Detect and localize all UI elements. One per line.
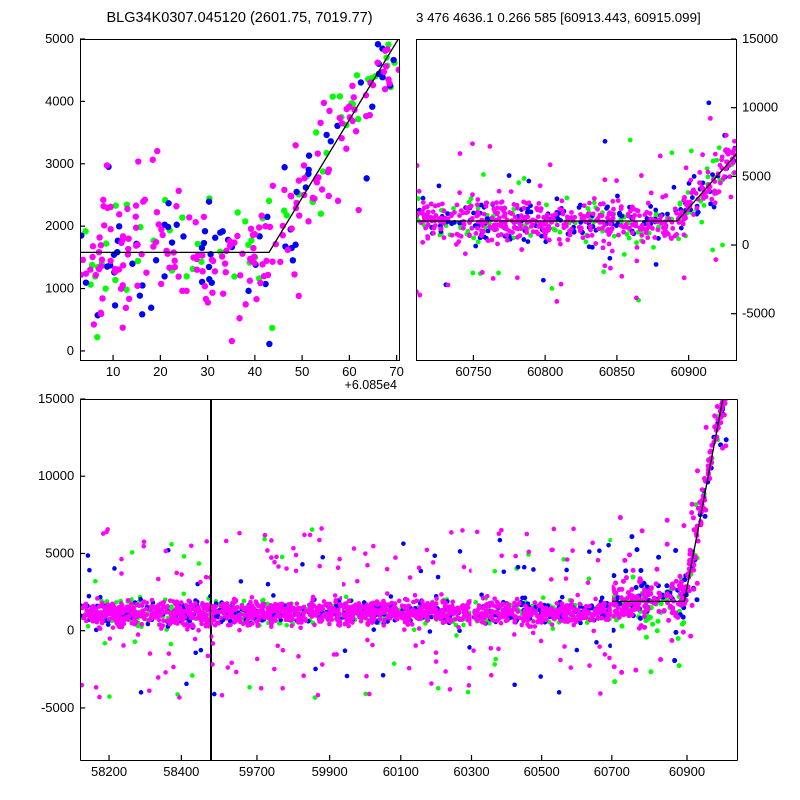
svg-text:60750: 60750 [455, 364, 491, 379]
svg-text:58400: 58400 [163, 764, 199, 779]
svg-text:60: 60 [342, 364, 356, 379]
svg-text:10000: 10000 [742, 100, 778, 115]
svg-text:5000: 5000 [742, 168, 771, 183]
svg-text:10000: 10000 [38, 468, 74, 483]
svg-text:3 476 4636.1 0.266 585 [60913.: 3 476 4636.1 0.266 585 [60913.443, 60915… [416, 10, 701, 25]
svg-text:10: 10 [106, 364, 120, 379]
svg-text:60500: 60500 [524, 764, 560, 779]
svg-text:59900: 59900 [312, 764, 348, 779]
svg-text:5000: 5000 [45, 31, 74, 46]
svg-text:60100: 60100 [383, 764, 419, 779]
svg-text:60700: 60700 [594, 764, 630, 779]
svg-text:60300: 60300 [453, 764, 489, 779]
svg-text:70: 70 [389, 364, 403, 379]
svg-text:40: 40 [248, 364, 262, 379]
svg-text:60850: 60850 [599, 364, 635, 379]
svg-text:-5000: -5000 [41, 700, 74, 715]
svg-text:0: 0 [67, 623, 74, 638]
svg-text:58200: 58200 [91, 764, 127, 779]
svg-text:2000: 2000 [45, 218, 74, 233]
svg-text:60800: 60800 [527, 364, 563, 379]
svg-text:3000: 3000 [45, 156, 74, 171]
svg-text:20: 20 [153, 364, 167, 379]
svg-text:15000: 15000 [38, 391, 74, 406]
svg-text:1000: 1000 [45, 281, 74, 296]
svg-text:-5000: -5000 [742, 306, 775, 321]
svg-text:4000: 4000 [45, 93, 74, 108]
svg-text:30: 30 [200, 364, 214, 379]
svg-text:15000: 15000 [742, 31, 778, 46]
svg-text:60900: 60900 [671, 364, 707, 379]
svg-text:BLG34K0307.045120 (2601.75, 70: BLG34K0307.045120 (2601.75, 7019.77) [106, 10, 372, 26]
svg-text:60900: 60900 [669, 764, 705, 779]
svg-text:5000: 5000 [45, 545, 74, 560]
svg-text:59700: 59700 [239, 764, 275, 779]
svg-text:50: 50 [295, 364, 309, 379]
svg-text:0: 0 [742, 237, 749, 252]
svg-text:+6.085e4: +6.085e4 [345, 378, 398, 392]
svg-text:0: 0 [67, 343, 74, 358]
